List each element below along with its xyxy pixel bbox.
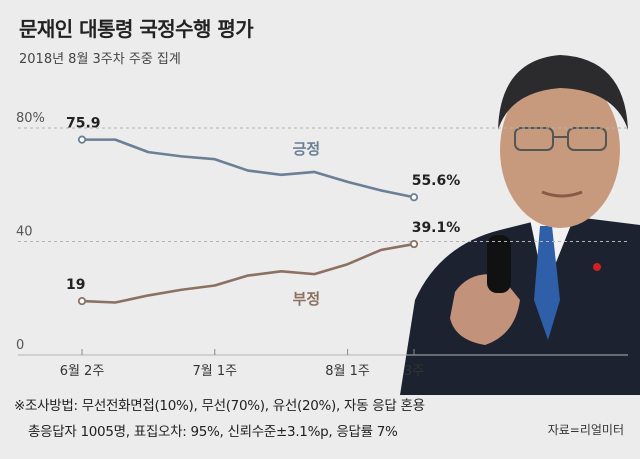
series-name-label: 부정 — [293, 290, 321, 308]
series-positive: 75.9 55.6% 긍정 — [66, 116, 461, 202]
tie-shape — [534, 226, 560, 340]
x-tick-label: 3주 — [404, 364, 424, 379]
start-value-label: 19 — [66, 277, 85, 293]
x-tick-label: 6월 2주 — [60, 364, 105, 379]
x-axis-ticks: 6월 2주 7월 1주 8월 1주 3주 — [60, 349, 424, 379]
series-line — [81, 242, 415, 304]
glasses-right-lens — [567, 127, 607, 151]
sample-note: 총응답자 1005명, 표집오차: 95%, 신뢰수준±3.1%p, 응답률 7… — [28, 424, 398, 440]
data-point — [409, 239, 419, 249]
face-shape — [500, 72, 620, 228]
series-name-label: 긍정 — [293, 140, 321, 158]
data-point — [409, 193, 419, 202]
chart-gridlines — [18, 127, 628, 356]
microphone-shape — [487, 235, 511, 293]
chart-subtitle: 2018년 8월 3주차 주중 집계 — [19, 52, 181, 67]
chart-title: 문재인 대통령 국정수행 평가 — [19, 17, 254, 41]
start-value-label: 75.9 — [66, 116, 101, 132]
data-source-note: 자료=리얼미터 — [547, 423, 624, 437]
data-point — [77, 135, 87, 144]
methodology-note: ※조사방법: 무선전화면접(10%), 무선(70%), 유선(20%), 자동… — [14, 398, 425, 414]
lapel-pin-shape — [593, 263, 601, 271]
chart-footnote: ※조사방법: 무선전화면접(10%), 무선(70%), 유선(20%), 자동… — [14, 393, 630, 445]
president-portrait-image — [400, 55, 640, 395]
y-tick-label: 40 — [16, 225, 33, 240]
y-tick-label: 0 — [16, 338, 24, 353]
data-point — [77, 296, 87, 306]
end-value-label: 55.6% — [412, 173, 461, 189]
series-line — [82, 138, 415, 199]
x-tick-label: 8월 1주 — [325, 364, 370, 379]
end-value-label: 39.1% — [412, 220, 461, 236]
suit-shape — [400, 215, 640, 395]
chart-series: 75.9 55.6% 긍정 19 39.1% 부정 — [66, 116, 460, 308]
hair-shape — [498, 55, 628, 130]
series-negative: 19 39.1% 부정 — [66, 220, 460, 308]
y-axis-ticks: 80% 40 0 — [16, 111, 45, 353]
mouth-shape — [541, 190, 583, 198]
x-tick-label: 7월 1주 — [192, 364, 237, 379]
y-tick-label: 80% — [16, 111, 45, 126]
